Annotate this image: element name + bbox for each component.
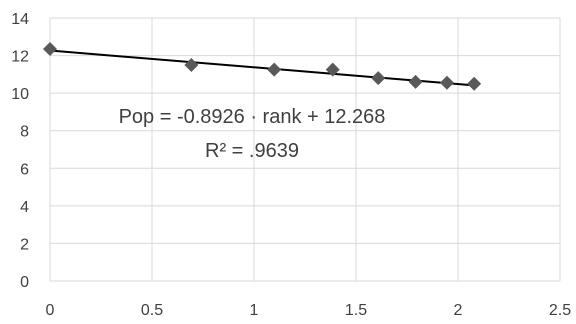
y-tick-label: 0 xyxy=(20,274,29,291)
y-tick-label: 10 xyxy=(11,86,29,103)
trendline xyxy=(49,49,475,87)
data-point-diamond xyxy=(267,62,282,77)
data-point-diamond xyxy=(43,41,57,56)
axes xyxy=(49,18,560,282)
x-tick-label: 1.5 xyxy=(345,302,367,319)
y-tick-label: 12 xyxy=(11,49,29,66)
y-tick-label: 4 xyxy=(20,199,29,216)
data-points xyxy=(43,41,482,91)
r-squared-label: R² = .9639 xyxy=(205,140,299,162)
y-tick-label: 14 xyxy=(11,11,29,28)
x-tick-label: 1 xyxy=(250,302,259,319)
x-tick-label: 2.5 xyxy=(549,302,571,319)
y-tick-labels: 0 2 4 6 8 10 12 14 xyxy=(11,11,29,291)
data-point-diamond xyxy=(467,76,482,91)
trendline-layer xyxy=(49,49,475,87)
data-point-diamond xyxy=(371,71,386,86)
data-point-diamond xyxy=(325,62,340,77)
x-tick-label: 0.5 xyxy=(141,302,163,319)
data-point-diamond xyxy=(184,57,199,72)
x-tick-labels: 0 0.5 1 1.5 2 2.5 xyxy=(46,302,572,319)
y-tick-label: 2 xyxy=(20,236,29,253)
trendline-equation: Pop = -0.8926 · rank + 12.268 xyxy=(119,106,386,128)
x-tick-label: 0 xyxy=(46,302,55,319)
data-point-diamond xyxy=(408,74,423,89)
annotations: Pop = -0.8926 · rank + 12.268 R² = .9639 xyxy=(119,106,386,162)
data-point-diamond xyxy=(439,75,454,90)
x-tick-label: 2 xyxy=(454,302,463,319)
gridlines xyxy=(50,17,561,281)
y-tick-label: 8 xyxy=(20,124,29,141)
y-tick-label: 6 xyxy=(20,161,29,178)
